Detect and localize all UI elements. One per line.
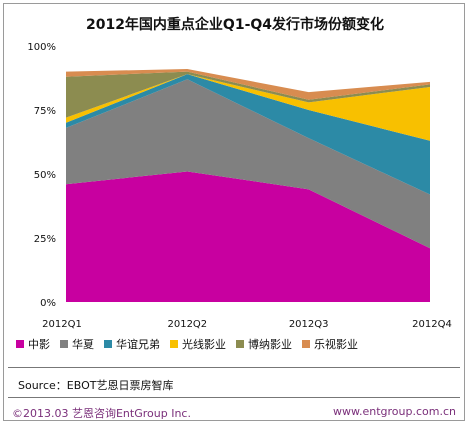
chart-legend: 中影 华夏 华谊兄弟 光线影业 博纳影业 乐视影业 [16, 336, 368, 352]
y-tick-label: 50% [34, 170, 56, 181]
legend-swatch [302, 340, 310, 348]
legend-label: 华谊兄弟 [116, 338, 160, 351]
legend-swatch [60, 340, 68, 348]
area-series-5 [66, 69, 430, 100]
legend-label: 博纳影业 [248, 338, 292, 351]
legend-item-4: 博纳影业 [236, 336, 292, 352]
legend-swatch [16, 340, 24, 348]
y-tick-label: 100% [27, 42, 56, 53]
website-link[interactable]: www.entgroup.com.cn [333, 405, 456, 418]
y-tick-label: 25% [34, 234, 56, 245]
legend-swatch [104, 340, 112, 348]
legend-item-5: 乐视影业 [302, 336, 358, 352]
legend-label: 乐视影业 [314, 338, 358, 351]
area-series-3 [66, 74, 430, 141]
area-series-4 [66, 71, 430, 118]
chart-title: 2012年国内重点企业Q1-Q4发行市场份额变化 [85, 17, 385, 33]
legend-swatch [236, 340, 244, 348]
area-series-2 [66, 74, 430, 195]
legend-label: 光线影业 [182, 338, 226, 351]
legend-label: 华夏 [72, 338, 94, 351]
x-tick-label: 2012Q1 [42, 319, 82, 330]
area-series-0 [66, 171, 430, 302]
y-tick-label: 0% [40, 298, 56, 309]
x-axis-labels: 2012Q1 2012Q2 2012Q3 2012Q4 [42, 319, 452, 330]
legend-item-3: 光线影业 [170, 336, 226, 352]
area-series-1 [66, 79, 430, 249]
copyright-text: ©2013.03 艺恩咨询EntGroup Inc. [12, 407, 191, 420]
divider-bottom [8, 397, 460, 398]
x-tick-label: 2012Q3 [289, 319, 329, 330]
legend-swatch [170, 340, 178, 348]
y-axis-labels: 0% 25% 50% 75% 100% [27, 42, 56, 309]
legend-item-0: 中影 [16, 336, 50, 352]
x-tick-label: 2012Q2 [167, 319, 207, 330]
legend-item-2: 华谊兄弟 [104, 336, 160, 352]
legend-item-1: 华夏 [60, 336, 94, 352]
divider-top [8, 367, 460, 368]
area-layers [66, 69, 430, 302]
y-tick-label: 75% [34, 106, 56, 117]
x-tick-label: 2012Q4 [412, 319, 452, 330]
source-note: Source：EBOT艺恩日票房智库 [18, 379, 174, 392]
legend-label: 中影 [28, 338, 50, 351]
